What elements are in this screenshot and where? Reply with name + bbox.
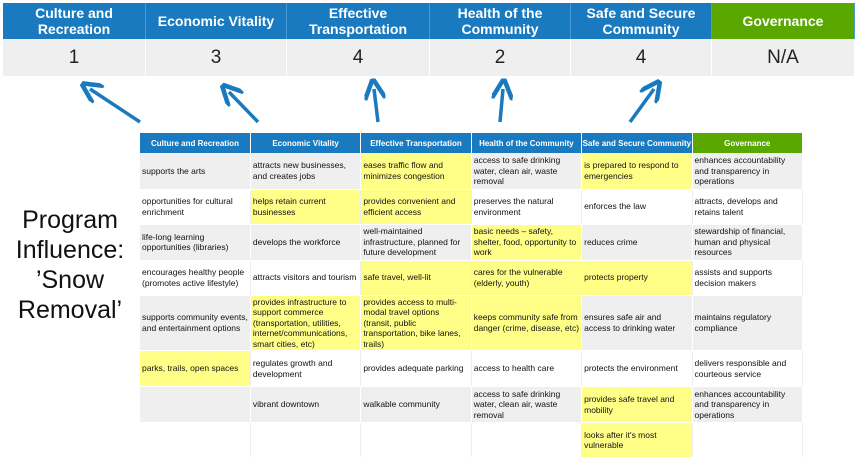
category-score: 2 [430, 39, 571, 76]
arrow-icon [628, 89, 654, 124]
table-column-header: Safe and Secure Community [581, 133, 693, 153]
table-column-header: Effective Transportation [360, 133, 472, 153]
table-column-header: Culture and Recreation [140, 133, 251, 153]
table-cell: provides safe travel and mobility [581, 386, 693, 423]
table-cell: preserves the natural environment [471, 189, 583, 225]
table-cell: cares for the vulnerable (elderly, youth… [471, 260, 583, 296]
table-row: supports the arts attracts new businesses… [140, 153, 804, 190]
arrow-icon [229, 92, 260, 124]
table-cell: opportunities for cultural enrichment [140, 189, 251, 225]
table-cell: provides convenient and efficient access [360, 189, 472, 225]
influence-table: Culture and Recreation Economic Vitality E… [140, 133, 804, 458]
table-cell: supports community events, and entertain… [140, 295, 251, 351]
table-cell: provides adequate parking [360, 350, 472, 387]
table-cell: enforces the law [581, 189, 693, 225]
table-cell: helps retain current businesses [250, 189, 362, 225]
arrow-icon [500, 89, 503, 123]
table-row: supports community events, and entertain… [140, 295, 804, 351]
table-cell: attracts new businesses, and creates job… [250, 153, 362, 190]
table-cell: basic needs – safety, shelter, food, opp… [471, 224, 583, 261]
table-cell: life-long learning opportunities (librar… [140, 224, 251, 261]
arrow-icon [90, 89, 141, 124]
table-cell: develops the workforce [250, 224, 362, 261]
table-column-header: Health of the Community [471, 133, 583, 153]
category-header: Safe and Secure Community [571, 3, 712, 39]
table-cell: enhances accountability and transparency… [692, 386, 804, 423]
table-cell: enhances accountability and transparency… [692, 153, 804, 190]
table-cell [140, 422, 251, 458]
category-header: Culture and Recreation [3, 3, 146, 39]
table-cell: is prepared to respond to emergencies [581, 153, 693, 190]
table-cell: looks after it's most vulnerable [581, 422, 693, 458]
table-cell: attracts visitors and tourism [250, 260, 362, 296]
table-cell: walkable community [360, 386, 472, 423]
table-cell: supports the arts [140, 153, 251, 190]
table-row: life-long learning opportunities (librar… [140, 224, 804, 261]
table-column-header: Economic Vitality [250, 133, 362, 153]
table-cell [360, 422, 472, 458]
category-header: Economic Vitality [146, 3, 287, 39]
table-cell: delivers responsible and courteous servi… [692, 350, 804, 387]
table-cell: assists and supports decision makers [692, 260, 804, 296]
table-cell [140, 386, 251, 423]
table-cell [250, 422, 362, 458]
table-cell: regulates growth and development [250, 350, 362, 387]
table-cell: parks, trails, open spaces [140, 350, 251, 387]
table-row: encourages healthy people (promotes acti… [140, 260, 804, 296]
category-score: 4 [287, 39, 430, 76]
category-header: Health of the Community [430, 3, 571, 39]
category-score: 3 [146, 39, 287, 76]
table-cell: access to safe drinking water, clean air… [471, 386, 583, 423]
category-header: Effective Transportation [287, 3, 430, 39]
arrow-icon [374, 89, 378, 123]
table-cell [692, 422, 804, 458]
table-cell: keeps community safe from danger (crime,… [471, 295, 583, 351]
table-column-header: Governance [692, 133, 804, 153]
table-row: looks after it's most vulnerable [140, 422, 804, 458]
table-row: opportunities for cultural enrichment hel… [140, 189, 804, 225]
table-cell: attracts, develops and retains talent [692, 189, 804, 225]
table-cell: provides infrastructure to support comme… [250, 295, 362, 351]
table-cell [471, 422, 583, 458]
table-cell: eases traffic flow and minimizes congest… [360, 153, 472, 190]
program-influence-label: Program Influence: ’Snow Removal’ [15, 206, 125, 324]
category-score: N/A [712, 39, 855, 76]
table-row: parks, trails, open spaces regulates grow… [140, 350, 804, 387]
table-cell: access to health care [471, 350, 583, 387]
category-score: 4 [571, 39, 712, 76]
table-cell: stewardship of financial, human and phys… [692, 224, 804, 261]
table-cell: safe travel, well-lit [360, 260, 472, 296]
table-row: vibrant downtown walkable community access… [140, 386, 804, 423]
table-cell: vibrant downtown [250, 386, 362, 423]
category-score-header: Culture and Recreation 1 Economic Vitality… [3, 3, 855, 76]
table-cell: well-maintained infrastructure, planned … [360, 224, 472, 261]
table-cell: encourages healthy people (promotes acti… [140, 260, 251, 296]
table-cell: maintains regulatory compliance [692, 295, 804, 351]
table-cell: reduces crime [581, 224, 693, 261]
table-cell: ensures safe air and access to drinking … [581, 295, 693, 351]
table-cell: protects the environment [581, 350, 693, 387]
table-cell: access to safe drinking water, clean air… [471, 153, 583, 190]
table-cell: provides access to multi-modal travel op… [360, 295, 472, 351]
category-header: Governance [712, 3, 855, 39]
table-cell: protects property [581, 260, 693, 296]
category-score: 1 [3, 39, 146, 76]
